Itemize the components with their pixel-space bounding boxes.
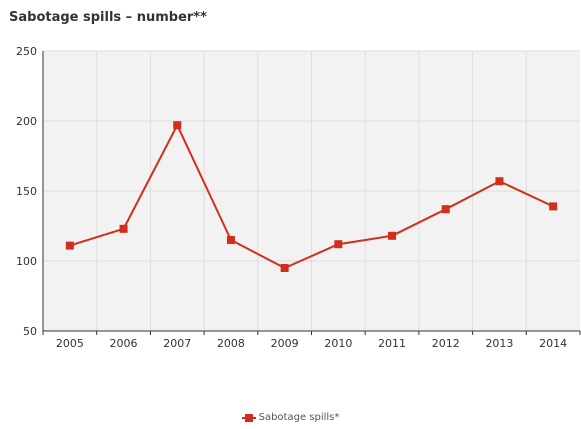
series-line bbox=[69, 124, 554, 269]
x-tick-label: 2005 bbox=[56, 337, 84, 350]
x-tick-label: 2006 bbox=[110, 337, 138, 350]
y-tick-label: 200 bbox=[16, 115, 37, 128]
y-tick-label: 100 bbox=[16, 255, 37, 268]
data-point-marker[interactable] bbox=[388, 231, 397, 240]
x-tick-label: 2007 bbox=[163, 337, 191, 350]
x-tick-label: 2009 bbox=[271, 337, 299, 350]
x-tick-label: 2008 bbox=[217, 337, 245, 350]
chart-title: Sabotage spills – number** bbox=[9, 10, 207, 25]
legend-marker-icon bbox=[241, 413, 256, 423]
data-point-marker[interactable] bbox=[119, 224, 128, 233]
data-point-marker[interactable] bbox=[173, 121, 182, 130]
y-tick-label: 50 bbox=[23, 325, 37, 338]
x-tick-label: 2011 bbox=[378, 337, 406, 350]
data-point-marker[interactable] bbox=[226, 236, 235, 244]
x-tick-label: 2013 bbox=[485, 337, 513, 350]
legend[interactable]: Sabotage spills* bbox=[0, 412, 581, 424]
y-tick-label: 150 bbox=[16, 185, 37, 198]
data-point-marker[interactable] bbox=[441, 205, 450, 214]
x-tick-label: 2014 bbox=[539, 337, 567, 350]
data-point-marker[interactable] bbox=[549, 202, 558, 211]
series-layer bbox=[65, 121, 558, 272]
legend-label: Sabotage spills* bbox=[258, 412, 340, 423]
y-axis-tick-labels: 50 100 150 200 250 bbox=[16, 45, 37, 338]
axes bbox=[42, 51, 581, 335]
x-axis-tick-labels: 2005 2006 2007 2008 2009 2010 2011 2012 2013 2014 bbox=[56, 337, 567, 350]
horizontal-gridlines bbox=[43, 50, 580, 262]
data-point-marker[interactable] bbox=[280, 264, 289, 272]
data-point-marker[interactable] bbox=[334, 240, 343, 249]
y-tick-label: 250 bbox=[16, 45, 37, 58]
data-point-marker[interactable] bbox=[495, 177, 504, 186]
x-tick-label: 2010 bbox=[324, 337, 352, 350]
x-tick-label: 2012 bbox=[432, 337, 460, 350]
data-point-marker[interactable] bbox=[65, 241, 74, 250]
